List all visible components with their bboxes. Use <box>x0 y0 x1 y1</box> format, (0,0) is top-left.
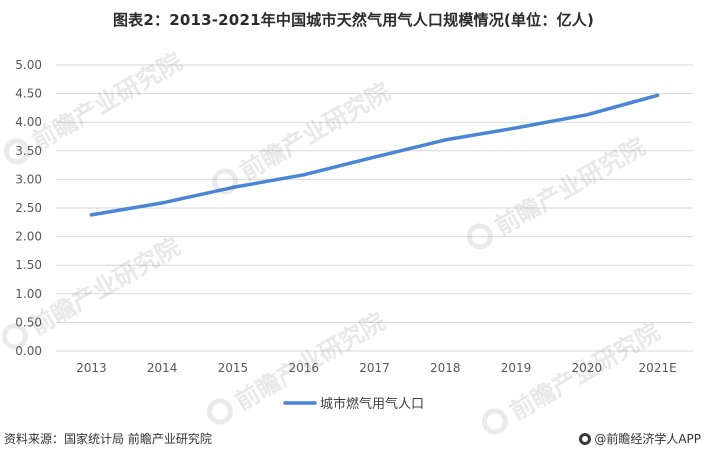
brand-label: @前瞻经济学人APP <box>594 432 701 446</box>
y-tick-label: 2.50 <box>15 201 42 215</box>
data-point <box>231 185 235 190</box>
y-tick-label: 0.50 <box>15 315 42 329</box>
x-tick-label: 2013 <box>76 361 107 375</box>
y-tick-label: 3.00 <box>15 172 42 186</box>
qianzhan-logo-icon <box>579 432 592 445</box>
y-tick-label: 0.00 <box>15 344 42 358</box>
data-point <box>372 155 377 159</box>
y-tick-label: 4.50 <box>15 87 42 101</box>
x-tick-label: 2018 <box>430 361 461 375</box>
chart-title: 图表2：2013-2021年中国城市天然气用气人口规模情况(单位：亿人) <box>112 11 595 29</box>
y-tick-label: 4.00 <box>15 115 42 129</box>
y-tick-label: 2.00 <box>15 230 42 244</box>
data-point <box>656 93 660 97</box>
x-tick-label: 2020 <box>572 361 603 375</box>
x-tick-label: 2017 <box>359 361 390 375</box>
data-point <box>89 213 93 217</box>
x-tick-label: 2019 <box>501 361 532 375</box>
data-point <box>585 113 589 117</box>
data-point <box>302 173 306 177</box>
brand-attribution: @前瞻经济学人APP <box>579 430 701 447</box>
series-line <box>89 93 660 217</box>
x-tick-label: 2014 <box>147 361 178 375</box>
y-tick-label: 3.50 <box>15 144 42 158</box>
x-tick-label: 2015 <box>218 361 249 375</box>
legend-label: 城市燃气用气人口 <box>320 396 424 412</box>
data-point <box>514 126 518 130</box>
data-point <box>160 201 164 205</box>
x-tick-label: 2021E <box>639 361 677 375</box>
y-tick-label: 1.50 <box>15 258 42 272</box>
source-note: 资料来源：国家统计局 前瞻产业研究院 <box>4 432 212 446</box>
y-tick-label: 1.00 <box>15 287 42 301</box>
x-tick-label: 2016 <box>288 361 319 375</box>
y-tick-label: 5.00 <box>15 58 42 72</box>
data-point <box>443 138 447 142</box>
